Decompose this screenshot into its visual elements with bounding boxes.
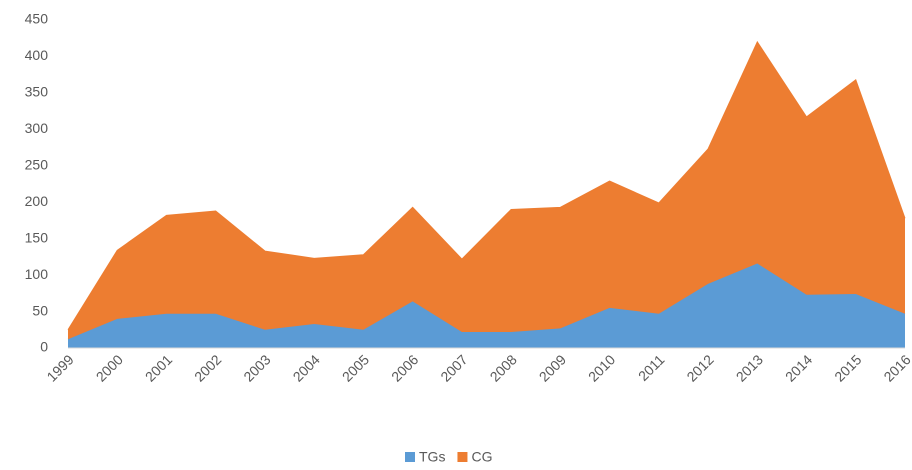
legend-swatch (457, 452, 468, 462)
x-tick-label: 2002 (191, 351, 224, 384)
legend-swatch (405, 452, 415, 462)
x-tick-label: 2014 (782, 351, 815, 384)
area-fill (68, 263, 905, 348)
y-tick-label: 50 (32, 302, 48, 318)
x-tick-label: 2000 (93, 351, 126, 384)
x-tick-label: 2013 (733, 351, 766, 384)
y-tick-label: 150 (25, 229, 49, 245)
x-tick-label: 2010 (585, 351, 618, 384)
y-tick-label: 200 (25, 193, 49, 209)
y-tick-label: 350 (25, 84, 49, 100)
x-tick-label: 1999 (43, 351, 76, 384)
x-tick-label: 2016 (880, 351, 912, 384)
x-tick-label: 2004 (290, 351, 323, 384)
legend: TGs CG (405, 449, 492, 465)
y-tick-label: 100 (25, 266, 49, 282)
y-tick-label: 400 (25, 47, 49, 63)
x-tick-label: 2015 (831, 351, 864, 384)
y-tick-label: 300 (25, 120, 49, 136)
x-tick-label: 2012 (683, 351, 716, 384)
x-tick-label: 2008 (487, 351, 520, 384)
area-top (67, 40, 906, 331)
y-tick-label: 0 (40, 339, 48, 355)
area-fill (68, 41, 905, 340)
x-tick-label: 2001 (142, 351, 175, 384)
x-tick-label: 2011 (635, 351, 668, 384)
y-tick-label: 250 (25, 156, 49, 172)
x-tick-label: 2005 (339, 351, 372, 384)
x-tick-label: 2007 (437, 351, 470, 384)
legend-label: CG (471, 449, 492, 465)
x-tick-label: 2003 (240, 351, 273, 384)
legend-label: TGs (419, 449, 445, 465)
x-tick-label: 2006 (388, 351, 421, 384)
x-tick-label: 2009 (536, 351, 569, 384)
y-tick-label: 450 (25, 11, 49, 27)
